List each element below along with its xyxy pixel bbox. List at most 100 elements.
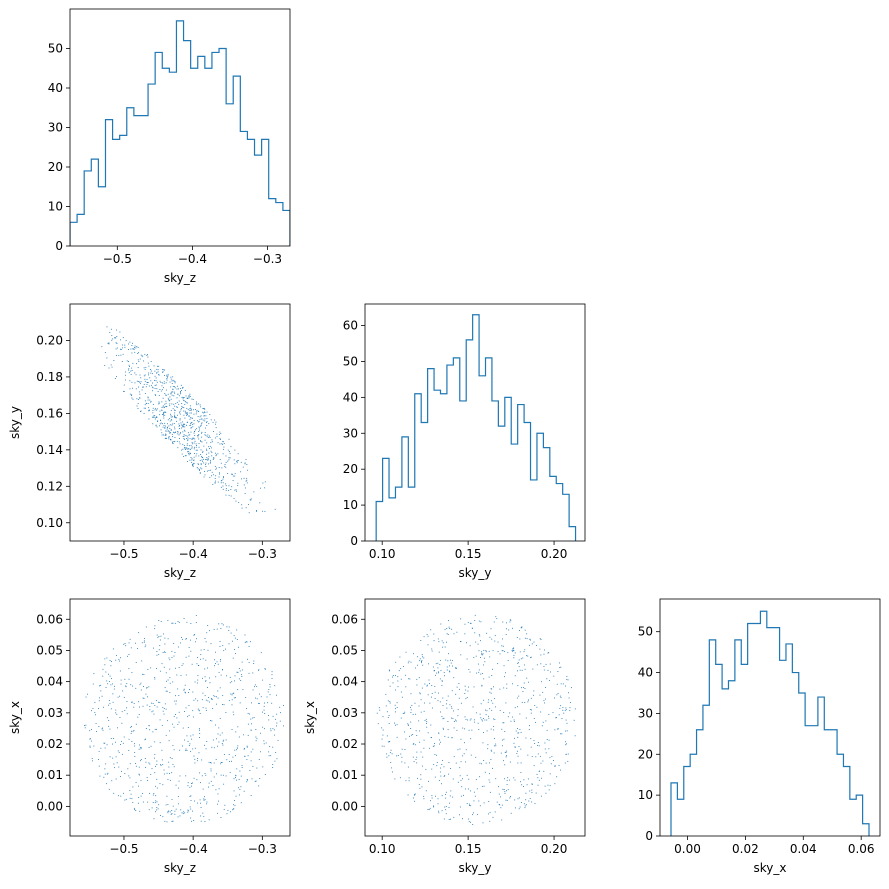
- scatter-point: [269, 746, 271, 748]
- histogram-bin: [77, 214, 84, 246]
- scatter-point: [271, 674, 273, 676]
- scatter-point: [428, 747, 430, 749]
- scatter-point: [383, 745, 385, 747]
- scatter-point: [382, 729, 384, 731]
- scatter-point: [190, 423, 192, 424]
- scatter-point: [112, 338, 114, 340]
- histogram-bin: [247, 139, 254, 246]
- scatter-point: [188, 395, 190, 397]
- scatter-point: [258, 669, 260, 671]
- scatter-point: [489, 820, 491, 822]
- scatter-point: [228, 485, 230, 487]
- scatter-point: [206, 457, 208, 459]
- scatter-point: [546, 739, 548, 740]
- scatter-point: [389, 685, 391, 687]
- scatter-point: [478, 634, 480, 636]
- scatter-point: [145, 761, 147, 763]
- scatter-point: [108, 342, 110, 344]
- scatter-point: [201, 441, 203, 443]
- scatter-point: [190, 448, 191, 450]
- scatter-point: [134, 751, 136, 753]
- scatter-point: [251, 702, 252, 704]
- scatter-point: [179, 425, 181, 426]
- scatter-point: [137, 367, 139, 369]
- scatter-point: [455, 667, 457, 669]
- scatter-point: [560, 683, 562, 685]
- scatter-point: [231, 704, 233, 706]
- scatter-point: [528, 681, 530, 683]
- scatter-point: [156, 807, 158, 809]
- scatter-point: [225, 483, 227, 485]
- scatter-point: [483, 718, 484, 719]
- scatter-point: [457, 708, 459, 710]
- scatter-point: [483, 785, 485, 787]
- scatter-point: [480, 717, 482, 719]
- scatter-point: [416, 735, 418, 736]
- scatter-point: [238, 668, 240, 669]
- scatter-point: [186, 438, 188, 440]
- scatter-point: [549, 773, 551, 775]
- scatter-point: [536, 773, 538, 775]
- scatter-point: [213, 762, 215, 764]
- scatter-point: [144, 739, 146, 741]
- scatter-point: [446, 666, 448, 668]
- scatter-point: [154, 415, 156, 416]
- scatter-point: [119, 695, 121, 697]
- scatter-point: [174, 622, 176, 624]
- scatter-point: [267, 691, 269, 693]
- scatter-point: [516, 750, 518, 752]
- scatter-point: [259, 487, 261, 489]
- scatter-point: [210, 698, 212, 699]
- scatter-point: [521, 669, 523, 671]
- scatter-point: [200, 463, 202, 465]
- scatter-point: [212, 785, 214, 786]
- scatter-point: [230, 495, 232, 497]
- scatter-point: [121, 711, 123, 713]
- y-tick-label: 60: [343, 319, 358, 333]
- scatter-point: [532, 694, 534, 696]
- scatter-point: [231, 486, 233, 488]
- scatter-point: [188, 415, 190, 417]
- scatter-point: [180, 384, 182, 386]
- scatter-point: [155, 424, 157, 426]
- scatter-point: [475, 712, 477, 714]
- scatter-point: [248, 646, 250, 647]
- scatter-point: [190, 445, 192, 447]
- scatter-point: [183, 435, 185, 437]
- scatter-point: [535, 792, 537, 794]
- scatter-point: [448, 653, 450, 655]
- scatter-point: [138, 381, 140, 382]
- scatter-point: [478, 671, 480, 673]
- scatter-point: [120, 683, 122, 685]
- scatter-point: [140, 747, 142, 749]
- scatter-point: [437, 671, 439, 673]
- scatter-point: [169, 436, 170, 438]
- scatter-point: [444, 775, 446, 777]
- scatter-point: [199, 460, 201, 461]
- scatter-point: [530, 657, 532, 659]
- scatter-point: [421, 661, 422, 662]
- scatter-point: [525, 792, 527, 794]
- scatter-point: [556, 694, 558, 696]
- scatter-point: [158, 620, 160, 622]
- scatter-point: [198, 446, 200, 448]
- scatter-point: [200, 449, 202, 451]
- scatter-point: [207, 625, 209, 626]
- scatter-point: [270, 730, 272, 732]
- scatter-point: [395, 689, 397, 691]
- scatter-point: [228, 643, 230, 645]
- scatter-point: [179, 642, 181, 644]
- scatter-point: [174, 810, 176, 812]
- scatter-point: [447, 660, 449, 662]
- scatter-point: [230, 489, 232, 490]
- scatter-point: [128, 368, 130, 370]
- scatter-point: [162, 816, 164, 818]
- histogram-step-line: [375, 314, 577, 541]
- scatter-point: [235, 653, 237, 654]
- scatter-point: [504, 778, 506, 780]
- histogram-bin: [212, 52, 219, 246]
- scatter-point: [148, 418, 150, 420]
- scatter-point: [153, 415, 155, 417]
- scatter-point: [490, 749, 492, 751]
- scatter-point: [382, 734, 384, 736]
